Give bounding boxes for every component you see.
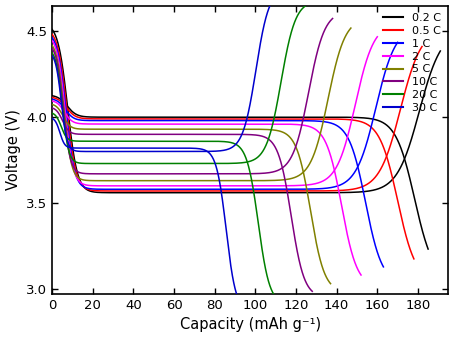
Y-axis label: Voltage (V): Voltage (V) [5, 110, 20, 190]
X-axis label: Capacity (mAh g⁻¹): Capacity (mAh g⁻¹) [180, 317, 321, 333]
Legend: 0.2 C, 0.5 C, 1 C, 2 C, 5 C, 10 C, 20 C, 30 C: 0.2 C, 0.5 C, 1 C, 2 C, 5 C, 10 C, 20 C,… [378, 9, 445, 117]
